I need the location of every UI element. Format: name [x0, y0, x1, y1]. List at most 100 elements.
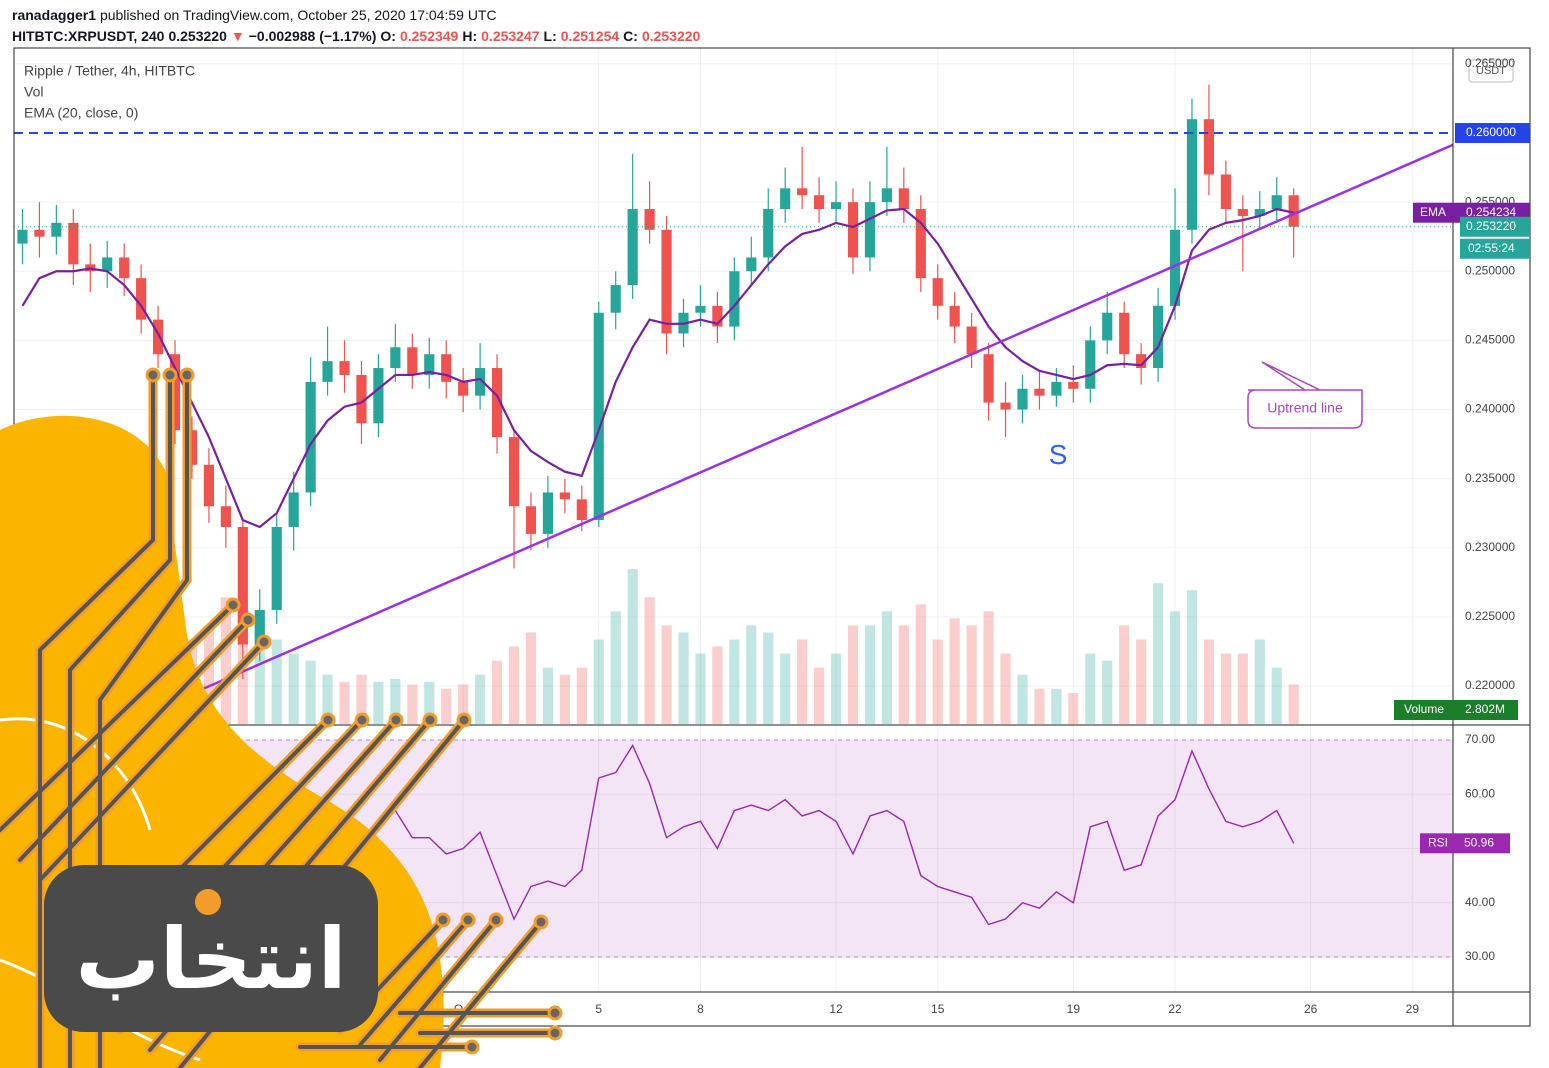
volume-bar	[610, 611, 621, 724]
volume-bar	[1119, 625, 1130, 724]
published: published on TradingView.com, October 25…	[99, 7, 497, 23]
header: ranadagger1 published on TradingView.com…	[12, 5, 704, 47]
trendline	[199, 143, 1453, 692]
candle-body	[830, 202, 842, 210]
volume-bar	[288, 653, 299, 724]
candle-body	[475, 368, 486, 396]
candle-body	[559, 492, 570, 500]
candle-body	[593, 312, 604, 521]
volume-bar	[203, 625, 215, 724]
level-tag-bg	[1455, 123, 1530, 144]
volume-bar	[593, 639, 604, 724]
y-tick-label: 0.235000	[1465, 471, 1515, 485]
volume-bar	[1220, 653, 1231, 724]
candle-body	[729, 271, 740, 327]
volume-bar	[864, 625, 876, 724]
volume-bar	[576, 667, 587, 724]
candle-body	[390, 347, 401, 369]
candle-body	[102, 257, 113, 272]
candle-body	[424, 354, 435, 375]
candle-body	[339, 361, 350, 375]
volume-bar	[1237, 653, 1248, 724]
volume-bar	[1186, 590, 1198, 724]
vol-tag-bg	[1394, 700, 1518, 720]
countdown-tag-text: 02:55:24	[1468, 241, 1515, 255]
y-tick-label: 0.225000	[1465, 609, 1515, 623]
candle-body	[814, 195, 825, 210]
price-tag-text: 0.253220	[1466, 219, 1516, 233]
volume-bar	[712, 646, 723, 724]
candle-body	[1169, 229, 1181, 306]
candle-body	[763, 209, 774, 258]
candle-body	[847, 202, 859, 258]
volume-bar	[915, 604, 926, 724]
y-tick-label: 0.230000	[1465, 540, 1515, 554]
volume-bar	[1068, 693, 1079, 724]
volume-bar	[966, 625, 977, 724]
volume-bar	[949, 618, 960, 724]
rsi-tick-label: 40.00	[1465, 895, 1495, 909]
candle-body	[491, 368, 503, 438]
candle-body	[51, 222, 62, 237]
volume-bar	[746, 625, 757, 724]
candle-body	[864, 202, 876, 258]
symbol-line: HITBTC:XRPUSDT, 240 0.253220 ▼ −0.002988 (−…	[12, 26, 704, 47]
volume-bar	[441, 688, 452, 724]
price-tag-bg	[1460, 216, 1530, 237]
candle-body	[627, 209, 638, 286]
candle-body	[1136, 354, 1147, 369]
volume-bar	[356, 674, 367, 724]
candle-body	[797, 188, 808, 196]
candle-body	[1152, 305, 1164, 369]
logo-text: انتخاب	[75, 910, 346, 1008]
candle-body	[254, 609, 265, 645]
candle-body	[898, 188, 909, 210]
volume-bar	[1000, 653, 1011, 724]
volume-bar	[475, 674, 486, 724]
volume-bar	[1085, 653, 1096, 724]
candle-body	[915, 209, 926, 279]
volume-bar	[373, 681, 384, 724]
y-tick-label: 0.240000	[1465, 402, 1515, 416]
x-tick-label: 15	[931, 1002, 945, 1016]
annotation-s: S	[1049, 439, 1068, 470]
volume-bar	[1017, 674, 1028, 724]
rsi-name: RSI	[1428, 835, 1448, 849]
candle-body	[407, 347, 418, 375]
vol-tag: 2.802M	[1465, 702, 1505, 716]
header-part: 0.253247	[481, 28, 540, 44]
rsi-tick-label: 70.00	[1465, 732, 1495, 746]
volume-bar	[830, 653, 842, 724]
candle-body	[34, 229, 45, 237]
currency-badge	[1468, 59, 1514, 83]
x-tick-label: 26	[1304, 1002, 1318, 1016]
header-part: 0.253220	[168, 28, 227, 44]
x-tick-label: 5	[595, 1002, 602, 1016]
header-part: 0.252349	[399, 28, 459, 44]
candle-body	[458, 381, 469, 396]
x-tick-label: 22	[1168, 1002, 1182, 1016]
candle-body	[780, 188, 791, 210]
candle-body	[508, 437, 520, 507]
volume-bar	[983, 611, 994, 724]
volume-bar	[898, 625, 909, 724]
volume-bar	[542, 667, 553, 724]
candle-body	[610, 285, 621, 313]
volume-bar	[1051, 688, 1062, 724]
volume-bar	[678, 632, 689, 724]
candle-body	[1000, 402, 1011, 410]
x-tick-label: 8	[697, 1002, 704, 1016]
volume-bar	[644, 597, 655, 724]
header-part: H:	[462, 28, 478, 44]
candle-body	[1186, 119, 1198, 230]
header-part: ▼	[230, 28, 245, 44]
header-part: C:	[623, 28, 638, 44]
volume-bar	[661, 625, 672, 724]
candle-body	[1017, 388, 1028, 410]
candle-body	[136, 278, 147, 320]
candle-body	[1034, 388, 1045, 396]
candle-body	[712, 305, 723, 327]
volume-bar	[695, 653, 706, 724]
candle-body	[1271, 195, 1282, 210]
